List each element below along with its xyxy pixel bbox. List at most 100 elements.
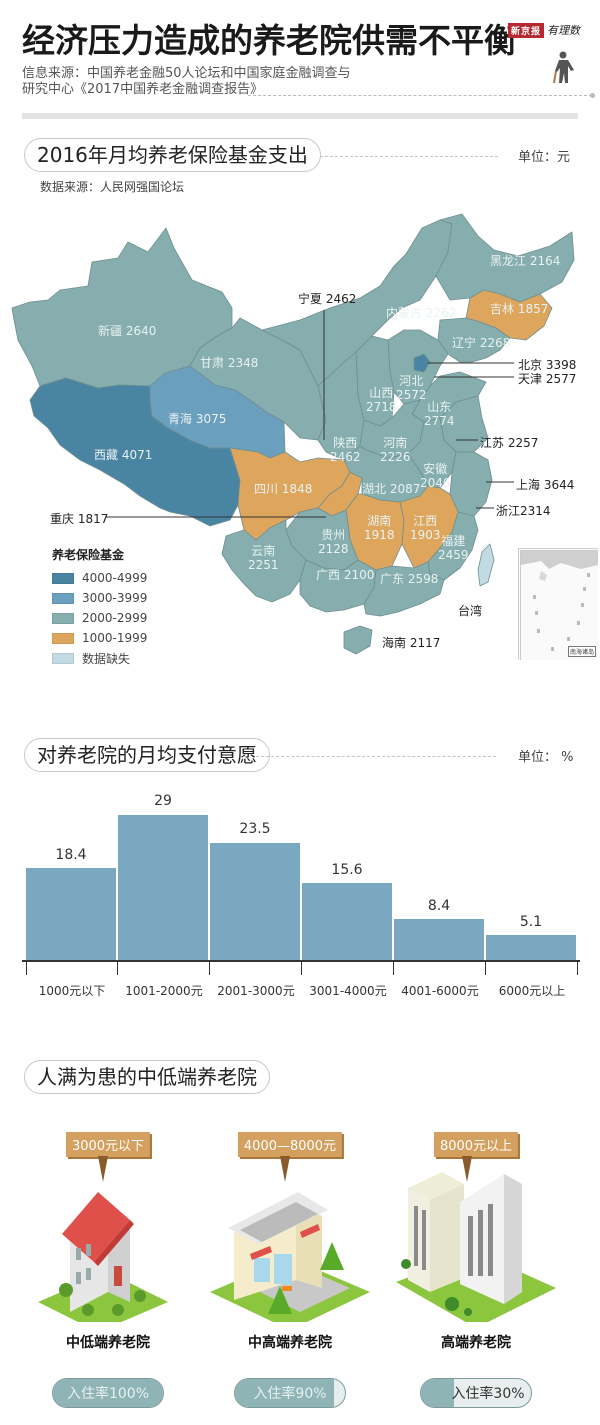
home-name: 中低端养老院 (66, 1335, 150, 1351)
clinic-illustration (210, 1192, 370, 1322)
label-xinjiang: 新疆 2640 (98, 324, 157, 338)
category-label: 1001-2000元 (125, 984, 203, 998)
axis-tick (301, 961, 302, 975)
legend-item: 数据缺失 (52, 648, 147, 668)
map-unit-label: 单位：元 (518, 150, 571, 165)
bar-1000-below (26, 868, 116, 961)
occupancy-label: 入住率100% (66, 1386, 150, 1402)
label-jiangsu: 江苏 2257 (480, 436, 539, 450)
occupancy-fill (235, 1379, 334, 1407)
price-tag: 4000—8000元 (237, 1132, 343, 1157)
dotted-divider (256, 756, 496, 757)
label-shanxi: 山西 2718 (366, 386, 397, 414)
brand-logo: 新京报 有理数 (508, 22, 580, 38)
header-divider-bar (22, 113, 578, 119)
legend-item: 4000-4999 (52, 568, 147, 588)
label-chongqing: 重庆 1817 (50, 512, 109, 526)
legend-item: 1000-1999 (52, 628, 147, 648)
label-shanghai: 上海 3644 (516, 478, 575, 492)
price-tag: 8000元以上 (433, 1132, 519, 1157)
occupancy-bar: 入住率30% (420, 1378, 532, 1408)
label-henan: 河南 2226 (380, 436, 411, 464)
label-xizang: 西藏 4071 (94, 448, 153, 462)
label-beijing: 北京 3398 (518, 358, 577, 372)
brand-name: 新京报 (508, 22, 545, 38)
region-taiwan (477, 543, 495, 587)
bar-value: 15.6 (331, 862, 363, 878)
label-tianjin: 天津 2577 (518, 372, 577, 386)
legend-swatch (52, 612, 74, 624)
header: 经济压力造成的养老院供需不平衡 新京报 有理数 信息来源：中国养老金融50人论坛… (0, 0, 600, 120)
axis-tick (577, 961, 578, 975)
label-liaoning: 辽宁 2268 (452, 336, 511, 350)
map-data-source: 数据来源：人民网强国论坛 (40, 180, 185, 194)
bar-1001-2000 (118, 815, 208, 961)
china-choropleth-map: 新疆 2640 甘肃 2348 青海 3075 西藏 4071 宁夏 2462 … (0, 190, 600, 670)
bar-section-title: 对养老院的月均支付意愿 (24, 738, 270, 772)
occupancy-bar: 入住率100% (52, 1378, 164, 1408)
page-title: 经济压力造成的养老院供需不平衡 (22, 21, 517, 60)
home-low-mid: 3000元以下 中低端养老院 入住率100% (18, 1132, 198, 1422)
label-hubei: 湖北 2087 (362, 482, 421, 496)
occupancy-fill (53, 1379, 163, 1407)
region-guangdong (363, 561, 445, 617)
map-section-title: 2016年月均养老保险基金支出 (24, 138, 321, 172)
axis-tick (209, 961, 210, 975)
home-name: 中高端养老院 (248, 1335, 332, 1351)
info-source: 信息来源：中国养老金融50人论坛和中国家庭金融调查与 研究中心《2017中国养老… (22, 66, 351, 98)
house-illustration (38, 1192, 168, 1322)
region-fujian (427, 511, 479, 581)
south-china-sea-inset: 南海诸岛 (518, 548, 598, 660)
label-sichuan: 四川 1848 (254, 482, 313, 496)
inset-label: 南海诸岛 (567, 646, 596, 657)
map-shapes (11, 213, 575, 655)
label-neimenggu: 内蒙古 2262 (386, 306, 457, 320)
axis-tick (393, 961, 394, 975)
label-anhui: 安徽 2046 (420, 462, 451, 490)
region-yunnan (221, 519, 307, 603)
map-legend: 养老保险基金 4000-4999 3000-3999 2000-2999 100… (52, 546, 147, 668)
elderly-person-icon (553, 51, 574, 84)
home-high: 8000元以上 高端养老院 入住率30% (386, 1132, 566, 1422)
source-line-1: 信息来源：中国养老金融50人论坛和中国家庭金融调查与 (22, 66, 351, 81)
bar-value: 23.5 (239, 821, 271, 837)
occupancy-fill (421, 1379, 454, 1407)
legend-swatch (52, 592, 74, 604)
label-qinghai: 青海 3075 (168, 412, 227, 426)
label-hainan: 海南 2117 (382, 636, 441, 650)
label-guangxi: 广西 2100 (316, 568, 375, 582)
bar-6000-above (486, 935, 576, 961)
dotted-divider (248, 93, 595, 98)
label-fujian: 福建 2459 (438, 534, 469, 562)
dotted-divider (320, 156, 498, 157)
occupancy-bar: 入住率90% (234, 1378, 346, 1408)
label-zhejiang: 浙江2314 (496, 504, 551, 518)
bar-value: 8.4 (427, 898, 451, 914)
label-shandong: 山东 2774 (424, 400, 455, 428)
category-label: 2001-3000元 (217, 984, 295, 998)
bar-value: 5.1 (519, 914, 543, 930)
legend-item: 3000-3999 (52, 588, 147, 608)
payment-willingness-bar-chart: 18.4 29 23.5 15.6 8.4 5.1 1000元以下 1001-2… (22, 790, 580, 1005)
tag-stem (462, 1156, 472, 1182)
tag-stem (98, 1156, 108, 1182)
label-ningxia: 宁夏 2462 (298, 292, 357, 306)
region-xizang (29, 377, 241, 527)
occupancy-label: 入住率30% (451, 1386, 525, 1402)
category-label: 1000元以下 (38, 984, 106, 998)
legend-title: 养老保险基金 (52, 548, 125, 562)
label-shaanxi: 陕西 2462 (330, 436, 361, 464)
label-heilongjiang: 黑龙江 2164 (490, 254, 561, 268)
label-guangdong: 广东 2598 (380, 572, 439, 586)
bar-2001-3000 (210, 843, 300, 961)
region-zhejiang (449, 451, 493, 517)
bar-4001-6000 (394, 919, 484, 961)
legend-item: 2000-2999 (52, 608, 147, 628)
legend-swatch (52, 572, 74, 584)
label-hunan: 湖南 1918 (364, 514, 395, 542)
homes-section-title: 人满为患的中低端养老院 (24, 1060, 270, 1094)
label-hebei: 河北 2572 (396, 374, 427, 402)
legend-swatch (52, 652, 74, 664)
label-jilin: 吉林 1857 (490, 302, 549, 316)
inset-map (521, 551, 598, 651)
